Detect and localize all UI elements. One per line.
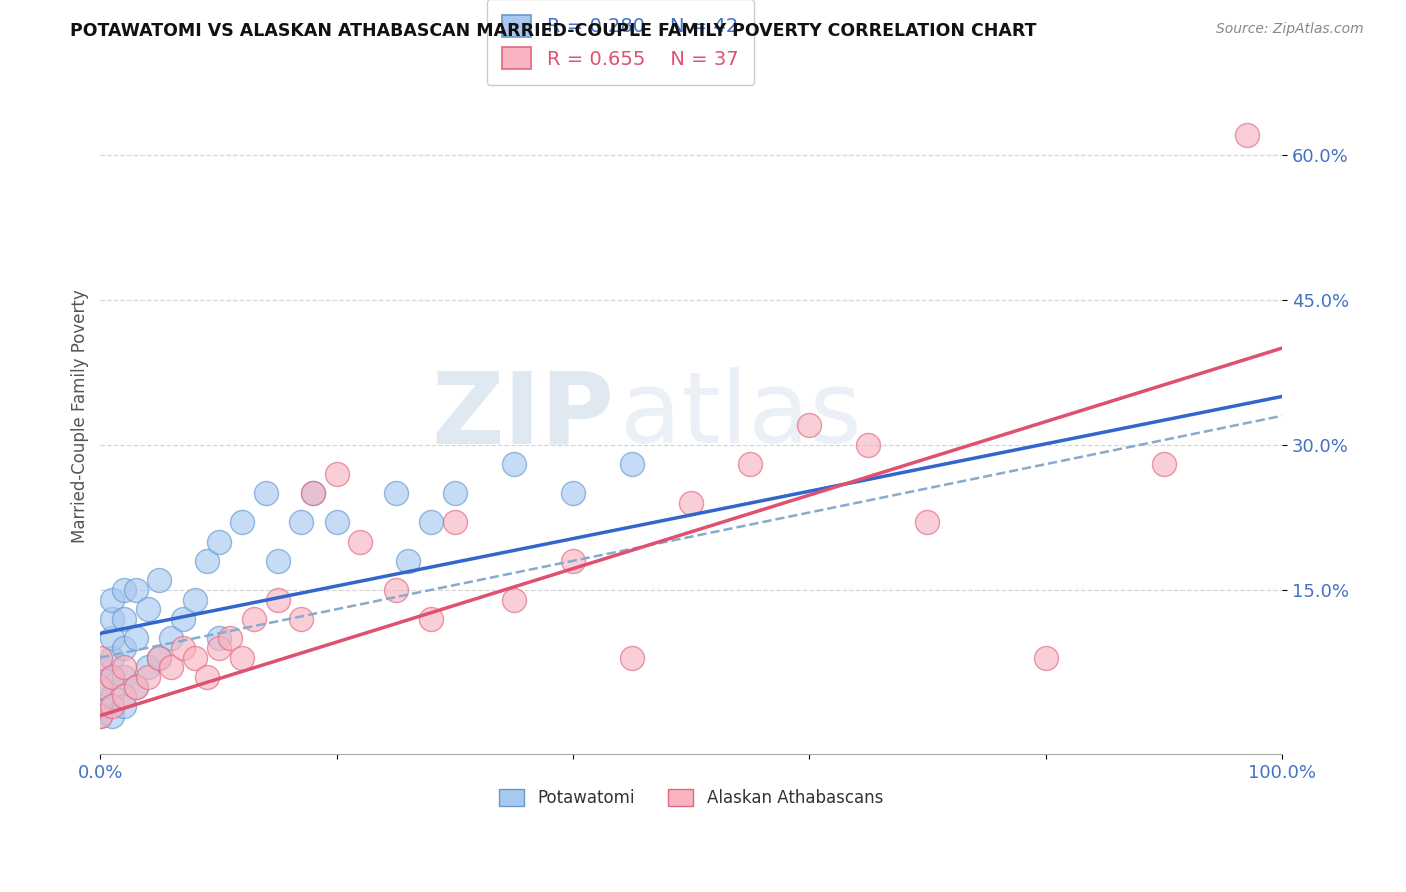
Point: [207, 534, 229, 549]
Point: [231, 650, 253, 665]
Point: [101, 612, 124, 626]
Point: [101, 650, 124, 665]
Text: ZIP: ZIP: [432, 368, 614, 465]
Point: [172, 640, 194, 655]
Point: [89, 698, 111, 713]
Point: [89, 708, 111, 723]
Point: [112, 698, 135, 713]
Point: [740, 457, 762, 471]
Point: [621, 650, 644, 665]
Point: [231, 515, 253, 529]
Point: [325, 515, 347, 529]
Point: [420, 612, 443, 626]
Point: [89, 708, 111, 723]
Point: [207, 631, 229, 645]
Point: [101, 689, 124, 703]
Point: [302, 486, 325, 500]
Point: [266, 592, 288, 607]
Point: [172, 612, 194, 626]
Point: [112, 582, 135, 597]
Point: [302, 486, 325, 500]
Point: [243, 612, 266, 626]
Point: [101, 708, 124, 723]
Point: [112, 660, 135, 674]
Point: [89, 660, 111, 674]
Point: [112, 670, 135, 684]
Point: [101, 670, 124, 684]
Point: [420, 515, 443, 529]
Point: [384, 486, 406, 500]
Point: [148, 650, 170, 665]
Point: [443, 486, 465, 500]
Point: [136, 660, 159, 674]
Text: atlas: atlas: [620, 368, 862, 465]
Point: [266, 554, 288, 568]
Point: [290, 515, 312, 529]
Point: [562, 486, 585, 500]
Point: [858, 438, 880, 452]
Point: [148, 650, 170, 665]
Point: [184, 592, 207, 607]
Point: [160, 660, 183, 674]
Point: [89, 650, 111, 665]
Point: [125, 631, 148, 645]
Point: [148, 573, 170, 587]
Y-axis label: Married-Couple Family Poverty: Married-Couple Family Poverty: [72, 289, 89, 542]
Point: [443, 515, 465, 529]
Point: [1153, 457, 1175, 471]
Point: [101, 698, 124, 713]
Point: [89, 680, 111, 694]
Point: [101, 631, 124, 645]
Point: [112, 689, 135, 703]
Point: [136, 670, 159, 684]
Point: [503, 592, 526, 607]
Point: [1236, 128, 1258, 143]
Point: [799, 418, 821, 433]
Point: [89, 680, 111, 694]
Point: [219, 631, 242, 645]
Text: Source: ZipAtlas.com: Source: ZipAtlas.com: [1216, 22, 1364, 37]
Point: [195, 670, 218, 684]
Point: [112, 640, 135, 655]
Point: [290, 612, 312, 626]
Point: [101, 592, 124, 607]
Point: [136, 602, 159, 616]
Point: [562, 554, 585, 568]
Point: [1035, 650, 1057, 665]
Point: [349, 534, 371, 549]
Point: [125, 680, 148, 694]
Point: [396, 554, 419, 568]
Point: [184, 650, 207, 665]
Point: [325, 467, 347, 481]
Point: [503, 457, 526, 471]
Text: POTAWATOMI VS ALASKAN ATHABASCAN MARRIED-COUPLE FAMILY POVERTY CORRELATION CHART: POTAWATOMI VS ALASKAN ATHABASCAN MARRIED…: [70, 22, 1036, 40]
Point: [112, 612, 135, 626]
Point: [621, 457, 644, 471]
Legend: Potawatomi, Alaskan Athabascans: Potawatomi, Alaskan Athabascans: [492, 782, 890, 814]
Point: [125, 582, 148, 597]
Point: [101, 670, 124, 684]
Point: [160, 631, 183, 645]
Point: [254, 486, 277, 500]
Point: [681, 496, 703, 510]
Point: [917, 515, 939, 529]
Point: [384, 582, 406, 597]
Point: [125, 680, 148, 694]
Point: [207, 640, 229, 655]
Point: [195, 554, 218, 568]
